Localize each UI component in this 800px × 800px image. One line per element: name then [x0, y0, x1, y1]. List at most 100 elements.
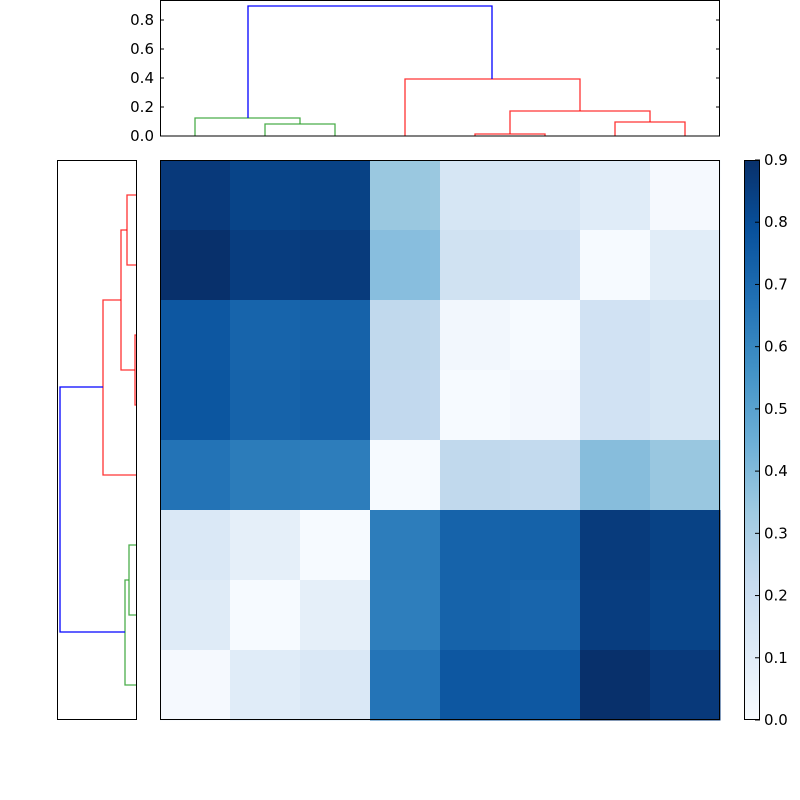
heatmap-cell — [510, 510, 581, 581]
heatmap-cell — [580, 580, 651, 651]
heatmap-cell — [160, 580, 231, 651]
heatmap-cell — [300, 580, 371, 651]
heatmap-cell — [580, 160, 651, 231]
heatmap-cell — [580, 230, 651, 301]
dendrogram-link — [247, 5, 493, 118]
heatmap-cell — [440, 370, 511, 441]
heatmap-cell — [370, 370, 441, 441]
heatmap-cell — [230, 370, 301, 441]
heatmap-cell — [580, 650, 651, 721]
heatmap-cell — [370, 580, 441, 651]
heatmap-cell — [300, 300, 371, 371]
heatmap-cell — [580, 440, 651, 511]
top-dendrogram-y-axis — [160, 19, 720, 137]
colorbar-tick-label: 0.8 — [764, 213, 788, 231]
dendrogram-link — [124, 579, 136, 686]
heatmap-cell — [440, 160, 511, 231]
heatmap-cell — [510, 440, 581, 511]
y-tick-label: 0.8 — [130, 11, 154, 29]
heatmap-cell — [300, 650, 371, 721]
heatmap — [160, 160, 721, 721]
heatmap-cell — [370, 230, 441, 301]
dendrogram-link — [614, 121, 686, 136]
dendrogram-link — [264, 123, 336, 136]
heatmap-cell — [510, 300, 581, 371]
heatmap-frame — [160, 160, 720, 720]
top-dendrogram-links — [194, 5, 686, 136]
heatmap-cell — [160, 300, 231, 371]
y-tick-label: 0.4 — [130, 69, 154, 87]
heatmap-cell — [510, 370, 581, 441]
heatmap-cell — [160, 230, 231, 301]
heatmap-cell — [230, 230, 301, 301]
heatmap-cells — [160, 160, 721, 721]
left-dendrogram-links — [59, 194, 136, 686]
heatmap-cell — [230, 440, 301, 511]
colorbar-gradient — [744, 160, 760, 720]
heatmap-cell — [650, 370, 721, 441]
heatmap-cell — [370, 160, 441, 231]
heatmap-cell — [440, 300, 511, 371]
heatmap-cell — [160, 510, 231, 581]
heatmap-cell — [650, 160, 721, 231]
heatmap-cell — [230, 300, 301, 371]
heatmap-cell — [160, 370, 231, 441]
colorbar-tick-label: 0.3 — [764, 524, 788, 542]
heatmap-cell — [230, 650, 301, 721]
dendrogram-link — [128, 544, 136, 616]
dendrogram-link — [59, 386, 125, 633]
dendrogram-link — [404, 78, 581, 136]
heatmap-cell — [230, 160, 301, 231]
heatmap-cell — [160, 440, 231, 511]
top-dendrogram-y-tick-labels: 0.0 0.2 0.4 0.6 0.8 — [130, 11, 154, 145]
heatmap-cell — [510, 650, 581, 721]
heatmap-cell — [440, 650, 511, 721]
colorbar-tick-labels: 0.0 0.1 0.2 0.3 0.4 0.5 0.6 0.7 0.8 0.9 — [764, 151, 788, 729]
heatmap-cell — [510, 160, 581, 231]
heatmap-cell — [230, 580, 301, 651]
heatmap-cell — [650, 580, 721, 651]
dendrogram-link — [194, 117, 301, 136]
heatmap-cell — [230, 510, 301, 581]
colorbar-tick-label: 0.6 — [764, 338, 788, 356]
dendrogram-link — [102, 299, 136, 476]
colorbar-tick-label: 0.2 — [764, 587, 788, 605]
heatmap-cell — [650, 230, 721, 301]
heatmap-cell — [440, 230, 511, 301]
top-dendrogram-frame — [160, 0, 720, 137]
y-tick-label: 0.2 — [130, 98, 154, 116]
colorbar: 0.0 0.1 0.2 0.3 0.4 0.5 0.6 0.7 0.8 0.9 — [744, 151, 788, 729]
heatmap-cell — [370, 300, 441, 371]
heatmap-cell — [370, 510, 441, 581]
y-tick-label: 0.6 — [130, 40, 154, 58]
heatmap-cell — [160, 160, 231, 231]
heatmap-cell — [580, 370, 651, 441]
heatmap-cell — [300, 230, 371, 301]
colorbar-tick-label: 0.0 — [764, 711, 788, 729]
dendrogram-link — [126, 194, 136, 266]
heatmap-cell — [650, 300, 721, 371]
colorbar-ticks — [755, 159, 760, 721]
heatmap-cell — [160, 650, 231, 721]
heatmap-cell — [650, 650, 721, 721]
heatmap-cell — [370, 440, 441, 511]
heatmap-cell — [580, 510, 651, 581]
heatmap-cell — [650, 510, 721, 581]
colorbar-tick-label: 0.4 — [764, 462, 788, 480]
heatmap-cell — [440, 510, 511, 581]
heatmap-cell — [440, 440, 511, 511]
y-tick-label: 0.0 — [130, 127, 154, 145]
dendrogram-link — [134, 334, 136, 406]
heatmap-cell — [300, 510, 371, 581]
top-dendrogram: 0.0 0.2 0.4 0.6 0.8 — [130, 0, 720, 145]
heatmap-cell — [580, 300, 651, 371]
left-dendrogram-frame — [57, 160, 137, 720]
dendrogram-link — [120, 229, 135, 371]
heatmap-cell — [440, 580, 511, 651]
heatmap-cell — [650, 440, 721, 511]
heatmap-cell — [300, 160, 371, 231]
heatmap-cell — [300, 440, 371, 511]
heatmap-cell — [510, 230, 581, 301]
left-dendrogram — [57, 160, 137, 720]
